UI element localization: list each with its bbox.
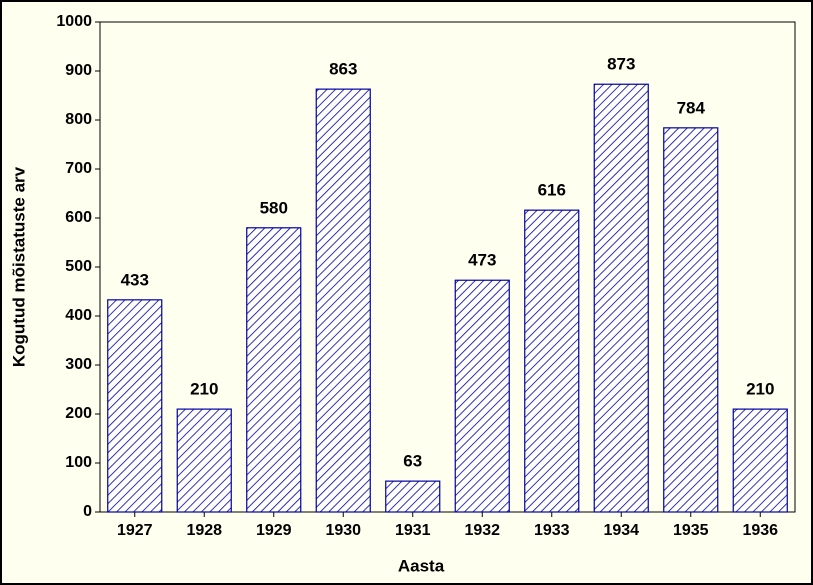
y-tick-label: 1000 — [56, 13, 92, 30]
value-label: 873 — [607, 55, 635, 74]
bar — [732, 408, 788, 513]
bar — [385, 480, 441, 513]
value-label: 616 — [538, 181, 566, 200]
value-label: 63 — [403, 452, 422, 471]
y-tick-label: 600 — [65, 209, 92, 226]
y-tick-label: 400 — [65, 307, 92, 324]
bar — [663, 127, 719, 513]
x-tick-label: 1931 — [395, 522, 431, 539]
x-tick-label: 1933 — [534, 522, 570, 539]
y-tick-label: 700 — [65, 160, 92, 177]
y-tick-label: 100 — [65, 454, 92, 471]
value-label: 863 — [329, 60, 357, 79]
x-tick-label: 1930 — [325, 522, 361, 539]
bar — [454, 279, 510, 513]
y-tick-label: 200 — [65, 405, 92, 422]
x-tick-label: 1932 — [464, 522, 500, 539]
y-tick-label: 500 — [65, 258, 92, 275]
x-tick-label: 1934 — [603, 522, 639, 539]
x-tick-label: 1928 — [186, 522, 222, 539]
x-tick-label: 1929 — [256, 522, 292, 539]
y-tick-label: 900 — [65, 62, 92, 79]
value-label: 210 — [190, 380, 218, 399]
value-label: 580 — [260, 198, 288, 217]
x-axis-label: Aasta — [398, 556, 445, 575]
value-label: 784 — [677, 98, 706, 117]
y-tick-label: 300 — [65, 356, 92, 373]
value-label: 210 — [746, 380, 774, 399]
y-tick-label: 0 — [83, 503, 92, 520]
bar — [593, 83, 649, 513]
y-tick-label: 800 — [65, 111, 92, 128]
y-axis-label: Kogutud mõistatuste arv — [9, 166, 28, 367]
x-tick-label: 1927 — [117, 522, 153, 539]
bar — [176, 408, 232, 513]
bar — [246, 227, 302, 513]
x-tick-label: 1935 — [673, 522, 709, 539]
value-label: 473 — [468, 251, 496, 270]
value-label: 433 — [121, 270, 149, 289]
x-tick-label: 1936 — [742, 522, 778, 539]
bar — [524, 209, 580, 513]
bar — [107, 299, 163, 513]
bar — [315, 88, 371, 513]
